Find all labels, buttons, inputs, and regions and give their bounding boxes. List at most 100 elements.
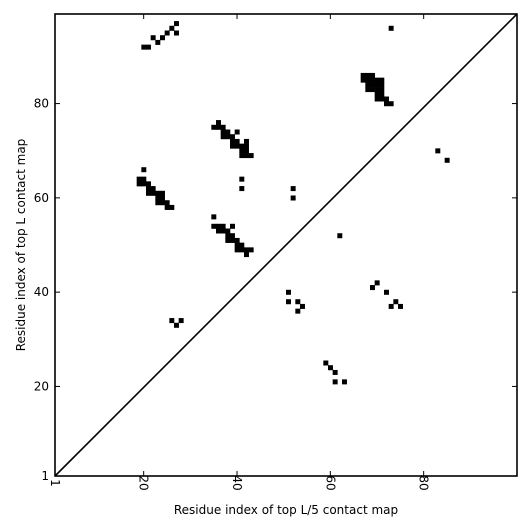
y-tick-label: 80 <box>34 97 49 111</box>
contact-cell <box>379 91 385 97</box>
contact-cell <box>211 124 217 130</box>
contact-cell <box>332 369 338 375</box>
contact-cell <box>384 289 389 295</box>
contact-cell <box>290 186 296 192</box>
contact-cell <box>216 120 221 126</box>
contact-cell <box>225 129 231 135</box>
contact-cell <box>444 157 450 163</box>
contact-cell <box>155 195 161 201</box>
contact-cell <box>141 167 147 173</box>
contact-cell <box>230 143 235 149</box>
contact-cell <box>374 82 380 88</box>
contact-cell <box>146 190 151 196</box>
contact-cell <box>141 176 147 182</box>
contact-cell <box>141 44 147 50</box>
contact-cell <box>220 228 226 234</box>
contact-cell <box>225 134 231 140</box>
x-tick-label: 20 <box>137 475 151 490</box>
contact-cell <box>244 247 249 253</box>
contact-cell <box>295 308 301 314</box>
contact-cells <box>136 21 450 385</box>
x-tick-label: 80 <box>417 475 431 490</box>
y-tick-label: 20 <box>34 379 49 393</box>
contact-cell <box>211 223 217 229</box>
contact-cell <box>244 148 249 154</box>
contact-cell <box>323 360 329 366</box>
contact-cell <box>342 379 347 385</box>
contact-cell <box>332 379 338 385</box>
contact-cell <box>379 82 385 88</box>
contact-cell <box>365 82 371 88</box>
contact-cell <box>239 153 245 159</box>
contact-cell <box>244 143 249 149</box>
contact-cell <box>370 77 375 83</box>
contact-cell <box>169 204 175 210</box>
contact-cell <box>225 233 231 239</box>
contact-cell <box>248 153 254 159</box>
contact-cell <box>146 44 151 50</box>
contact-cell <box>174 21 179 27</box>
contact-cell <box>220 134 226 140</box>
contact-cell <box>379 96 385 102</box>
contact-cell <box>136 181 142 187</box>
contact-cell <box>216 228 221 234</box>
contact-cell <box>225 228 231 234</box>
contact-cell <box>234 242 240 248</box>
contact-cell <box>164 204 170 210</box>
contact-cell <box>374 280 380 286</box>
contact-cell <box>230 138 235 144</box>
x-tick-label: 60 <box>323 475 337 490</box>
contact-cell <box>234 143 240 149</box>
contact-cell <box>230 233 235 239</box>
contact-cell <box>230 134 235 140</box>
x-tick-label: 1 <box>48 479 62 487</box>
contact-cell <box>384 101 389 107</box>
contact-cell <box>370 72 375 78</box>
contact-cell <box>286 299 291 305</box>
contact-cell <box>216 223 221 229</box>
contact-cell <box>360 77 366 83</box>
contact-cell <box>155 190 161 196</box>
y-tick-label: 40 <box>34 285 49 299</box>
contact-cell <box>337 233 343 239</box>
contact-cell <box>239 247 245 253</box>
contact-cell <box>146 186 151 192</box>
y-axis-label: Residue index of top L contact map <box>14 139 28 352</box>
contact-cell <box>244 138 249 144</box>
contact-cell <box>370 87 375 93</box>
contact-cell <box>230 237 235 243</box>
contact-cell <box>360 72 366 78</box>
contact-cell <box>220 129 226 135</box>
diagonal-line <box>54 13 518 477</box>
contact-cell <box>160 35 165 41</box>
contact-cell <box>239 176 245 182</box>
contact-cell <box>393 299 399 305</box>
contact-cell <box>286 289 291 295</box>
contact-cell <box>365 87 371 93</box>
contact-cell <box>379 77 385 83</box>
contact-cell <box>174 30 179 36</box>
contact-cell <box>211 214 217 220</box>
contact-cell <box>239 186 245 192</box>
contact-cell <box>234 237 240 243</box>
plot-frame <box>54 13 518 477</box>
contact-cell <box>239 242 245 248</box>
contact-cell <box>388 25 394 31</box>
contact-cell <box>178 318 184 324</box>
contact-cell <box>155 200 161 206</box>
contact-cell <box>388 101 394 107</box>
y-tick-label: 1 <box>41 469 49 483</box>
contact-cell <box>379 87 385 93</box>
contact-cell <box>300 303 305 309</box>
contact-cell <box>150 190 156 196</box>
contact-cell <box>374 91 380 97</box>
contact-cell <box>365 72 371 78</box>
contact-cell <box>295 299 301 305</box>
contact-cell <box>164 30 170 36</box>
contact-cell <box>150 186 156 192</box>
contact-cell <box>155 39 161 45</box>
contact-cell <box>239 148 245 154</box>
x-axis-label: Residue index of top L/5 contact map <box>174 503 398 517</box>
contact-cell <box>244 153 249 159</box>
contact-cell <box>435 148 441 154</box>
